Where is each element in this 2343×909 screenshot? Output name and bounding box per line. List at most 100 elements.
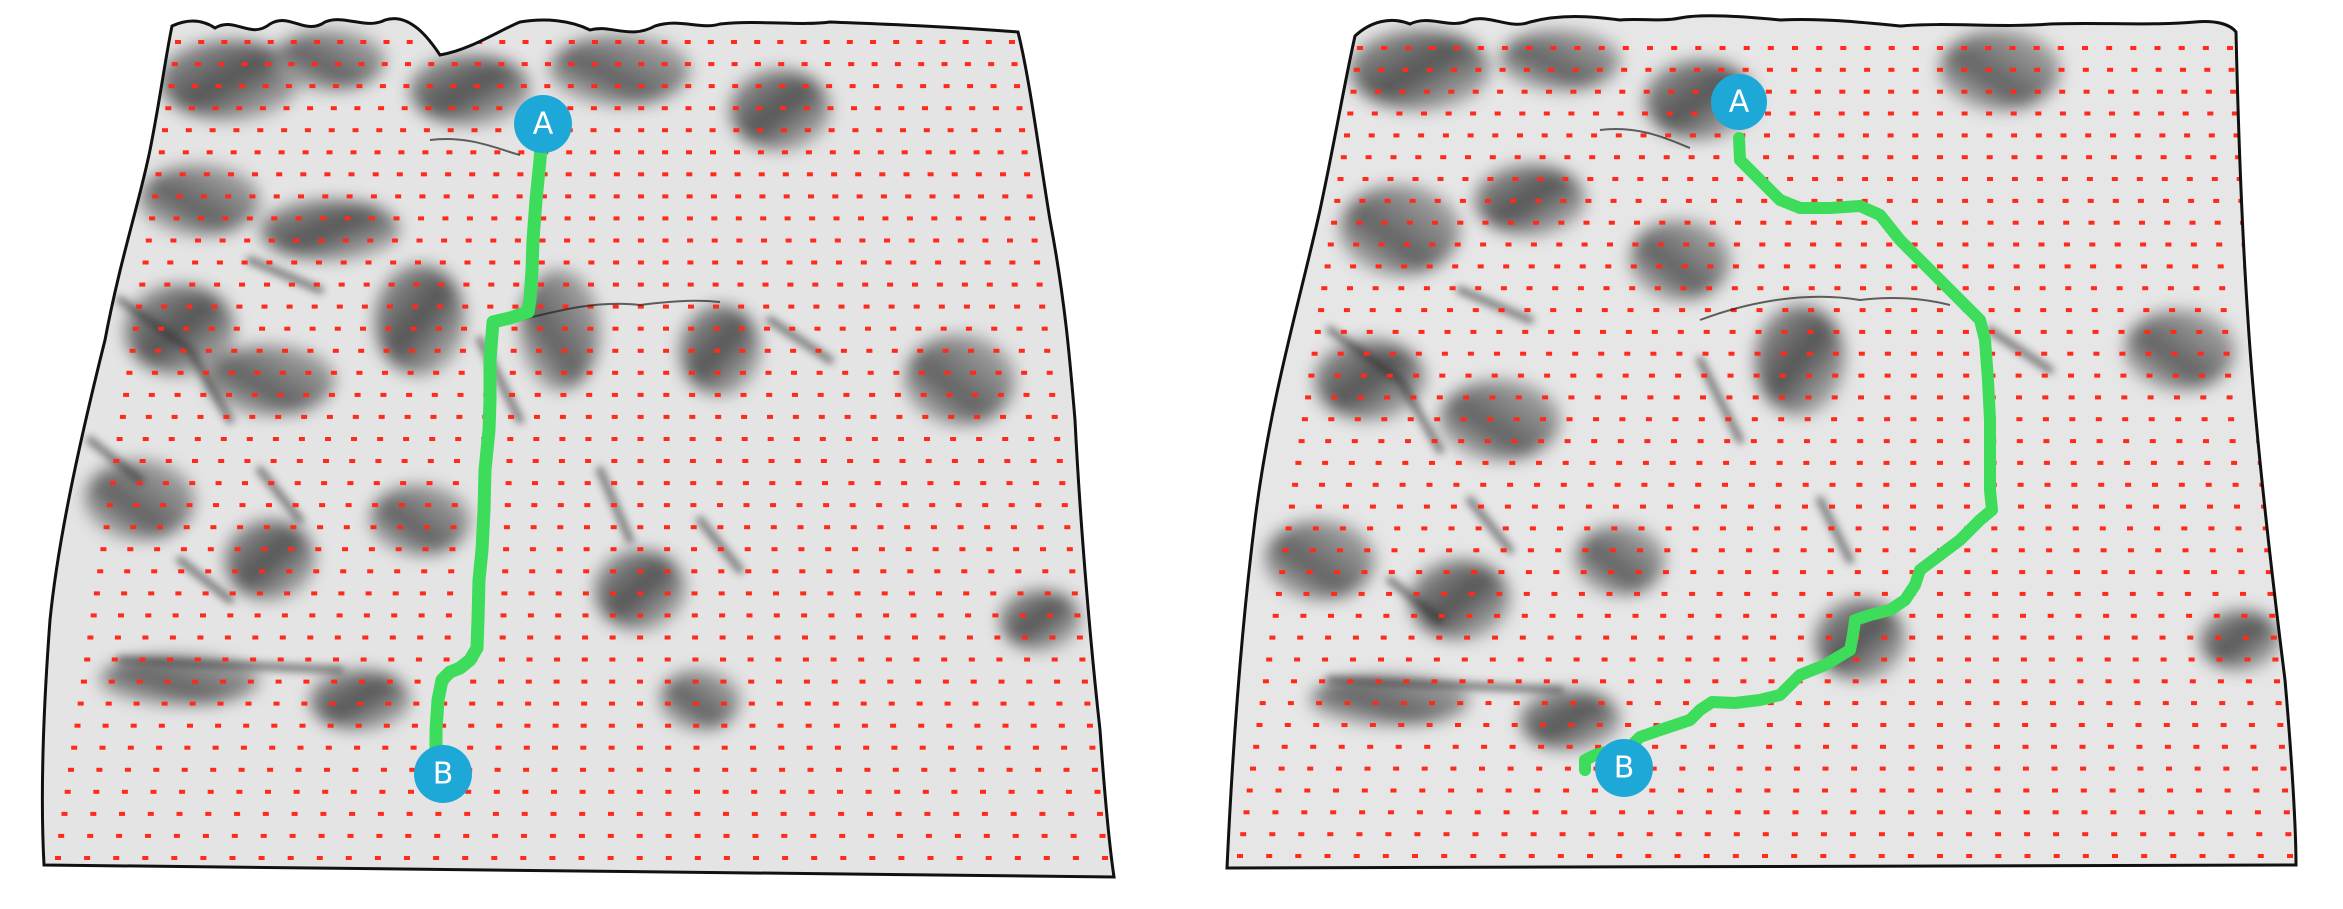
grid-dot [2106, 701, 2113, 706]
grid-dot [1436, 635, 1443, 640]
grid-dot [1314, 329, 1321, 334]
grid-dot [335, 62, 341, 67]
grid-dot [1457, 220, 1464, 225]
grid-dot [1525, 570, 1532, 575]
grid-dot [1305, 395, 1312, 400]
grid-dot [1327, 832, 1334, 837]
grid-dot [447, 128, 454, 133]
grid-dot [1364, 766, 1371, 771]
grid-dot [198, 40, 205, 44]
grid-dot [984, 260, 991, 265]
grid-dot [182, 150, 189, 155]
grid-dot [688, 326, 695, 331]
grid-dot [237, 525, 244, 530]
grid-dot [980, 216, 987, 221]
grid-dot [1795, 723, 1802, 727]
grid-dot [1685, 657, 1692, 662]
grid-dot [2044, 482, 2051, 487]
grid-dot [780, 811, 787, 816]
grid-dot [585, 459, 592, 463]
grid-dot [1802, 504, 1808, 509]
grid-dot [443, 194, 450, 199]
grid-dot [1560, 482, 1567, 487]
grid-dot [524, 723, 531, 728]
grid-dot [99, 745, 106, 750]
grid-dot [1530, 832, 1537, 837]
grid-dot [803, 679, 810, 684]
grid-dot [507, 437, 514, 441]
grid-dot [1406, 220, 1413, 225]
grid-dot [1545, 657, 1552, 662]
grid-dot [2162, 701, 2169, 706]
grid-dot [584, 503, 591, 508]
grid-dot [1359, 198, 1366, 203]
grid-dot [736, 260, 743, 265]
grid-dot [1243, 810, 1250, 815]
grid-dot [250, 657, 257, 662]
grid-dot [1307, 766, 1314, 771]
grid-dot [229, 856, 236, 860]
grid-dot [463, 833, 470, 838]
grid-dot [1733, 242, 1740, 247]
grid-dot [329, 701, 336, 706]
grid-dot [803, 106, 810, 111]
grid-dot [1572, 67, 1579, 72]
grid-dot [1909, 635, 1916, 640]
grid-dot [389, 635, 396, 640]
grid-dot [2068, 395, 2075, 400]
grid-dot [1748, 482, 1755, 487]
grid-dot [80, 679, 87, 684]
grid-dot [217, 701, 224, 706]
grid-dot [2247, 701, 2254, 706]
grid-dot [1344, 701, 1351, 706]
grid-dot [779, 789, 786, 794]
grid-dot [1765, 766, 1772, 771]
grid-dot [2177, 460, 2184, 465]
grid-dot [2086, 177, 2093, 181]
grid-dot [1815, 67, 1822, 72]
grid-dot [1413, 591, 1420, 596]
grid-dot [922, 106, 928, 111]
grid-dot [847, 459, 854, 463]
grid-dot [511, 326, 518, 331]
grid-dot [1517, 373, 1524, 378]
grid-dot [1426, 67, 1433, 72]
grid-dot [319, 503, 326, 508]
grid-dot [913, 304, 920, 309]
grid-dot [1327, 242, 1334, 247]
grid-dot [1536, 460, 1542, 465]
grid-dot [1697, 439, 1704, 444]
grid-dot [1279, 570, 1286, 575]
grid-dot [96, 767, 103, 772]
grid-dot [1622, 373, 1629, 378]
grid-dot [638, 194, 644, 199]
grid-dot [638, 216, 644, 221]
grid-dot [754, 40, 761, 44]
grid-dot [800, 40, 807, 44]
grid-dot [663, 326, 669, 331]
grid-dot [1608, 220, 1615, 225]
grid-dot [150, 789, 157, 794]
grid-dot [1912, 46, 1919, 50]
grid-dot [1338, 744, 1345, 749]
grid-dot [1527, 548, 1534, 553]
grid-dot [503, 525, 510, 530]
grid-dot [1564, 766, 1571, 771]
grid-dot [637, 326, 644, 331]
grid-dot [1415, 351, 1422, 356]
grid-dot [1659, 220, 1666, 225]
grid-dot [1340, 155, 1347, 160]
grid-dot [849, 503, 856, 508]
grid-dot [1511, 439, 1518, 444]
grid-dot [1035, 503, 1042, 508]
grid-dot [1755, 329, 1762, 334]
grid-dot [1673, 395, 1680, 400]
grid-dot [426, 481, 433, 486]
grid-dot [2216, 657, 2223, 662]
grid-dot [2265, 570, 2272, 575]
grid-dot [2049, 679, 2056, 684]
grid-dot [2163, 198, 2169, 203]
grid-dot [2161, 177, 2168, 181]
grid-dot [612, 282, 619, 287]
grid-dot [664, 569, 671, 574]
